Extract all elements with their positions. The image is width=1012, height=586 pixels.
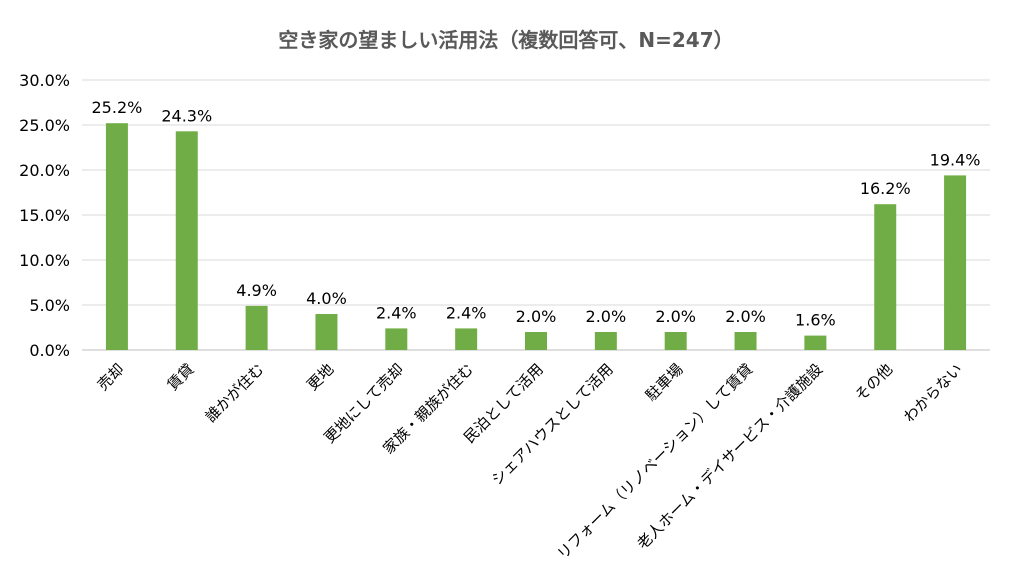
y-tick-label: 10.0%: [19, 251, 70, 270]
data-label: 2.4%: [446, 303, 487, 322]
bar: [385, 328, 408, 350]
y-tick-label: 15.0%: [19, 206, 70, 225]
category-label: その他: [852, 360, 897, 405]
bar: [664, 332, 687, 350]
bar: [525, 332, 547, 350]
data-label: 2.4%: [376, 303, 417, 322]
y-tick-label: 20.0%: [19, 161, 70, 180]
category-label: わからない: [900, 360, 966, 426]
data-label: 4.9%: [236, 281, 277, 300]
chart-title: 空き家の望ましい活用法（複数回答可、N=247）: [278, 28, 734, 52]
data-label: 24.3%: [161, 106, 212, 125]
category-label: 誰かが住む: [202, 360, 268, 426]
bar: [245, 305, 268, 350]
bar: [734, 332, 757, 350]
bar: [315, 314, 338, 350]
category-label: 駐車場: [642, 360, 687, 405]
y-tick-label: 5.0%: [29, 296, 70, 315]
data-label: 25.2%: [92, 98, 143, 117]
category-label: 売却: [94, 360, 128, 394]
bar: [455, 328, 478, 350]
category-label: 更地: [303, 360, 337, 394]
y-tick-label: 0.0%: [29, 341, 70, 360]
bar: [175, 131, 198, 350]
data-label: 16.2%: [860, 179, 911, 198]
category-label: シェアハウスとして活用: [488, 360, 617, 489]
bar: [594, 332, 617, 350]
data-label: 19.4%: [930, 150, 981, 169]
data-label: 2.0%: [586, 307, 627, 326]
bar: [804, 335, 827, 350]
y-tick-label: 25.0%: [19, 116, 70, 135]
bar: [944, 175, 967, 350]
data-label: 2.0%: [655, 307, 696, 326]
bar: [105, 123, 128, 350]
data-label: 4.0%: [306, 289, 347, 308]
data-label: 2.0%: [725, 307, 766, 326]
y-tick-label: 30.0%: [19, 71, 70, 90]
category-label: 賃貸: [164, 360, 198, 394]
data-label: 1.6%: [795, 311, 836, 330]
data-label: 2.0%: [516, 307, 557, 326]
bar: [874, 204, 897, 350]
